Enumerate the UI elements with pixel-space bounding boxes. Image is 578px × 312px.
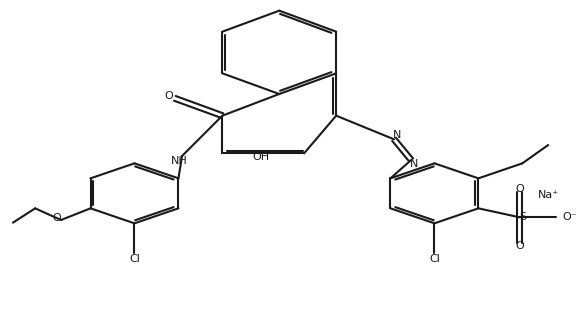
Text: N: N <box>393 130 401 140</box>
Text: Na⁺: Na⁺ <box>538 190 559 200</box>
Text: Cl: Cl <box>129 254 140 264</box>
Text: O: O <box>516 184 524 194</box>
Text: NH: NH <box>171 156 187 166</box>
Text: O: O <box>53 213 61 223</box>
Text: O: O <box>165 91 173 101</box>
Text: O: O <box>516 241 524 251</box>
Text: Cl: Cl <box>429 254 440 264</box>
Text: O⁻: O⁻ <box>562 212 576 222</box>
Text: OH: OH <box>252 152 269 162</box>
Text: N: N <box>410 159 418 169</box>
Text: S: S <box>519 212 527 222</box>
